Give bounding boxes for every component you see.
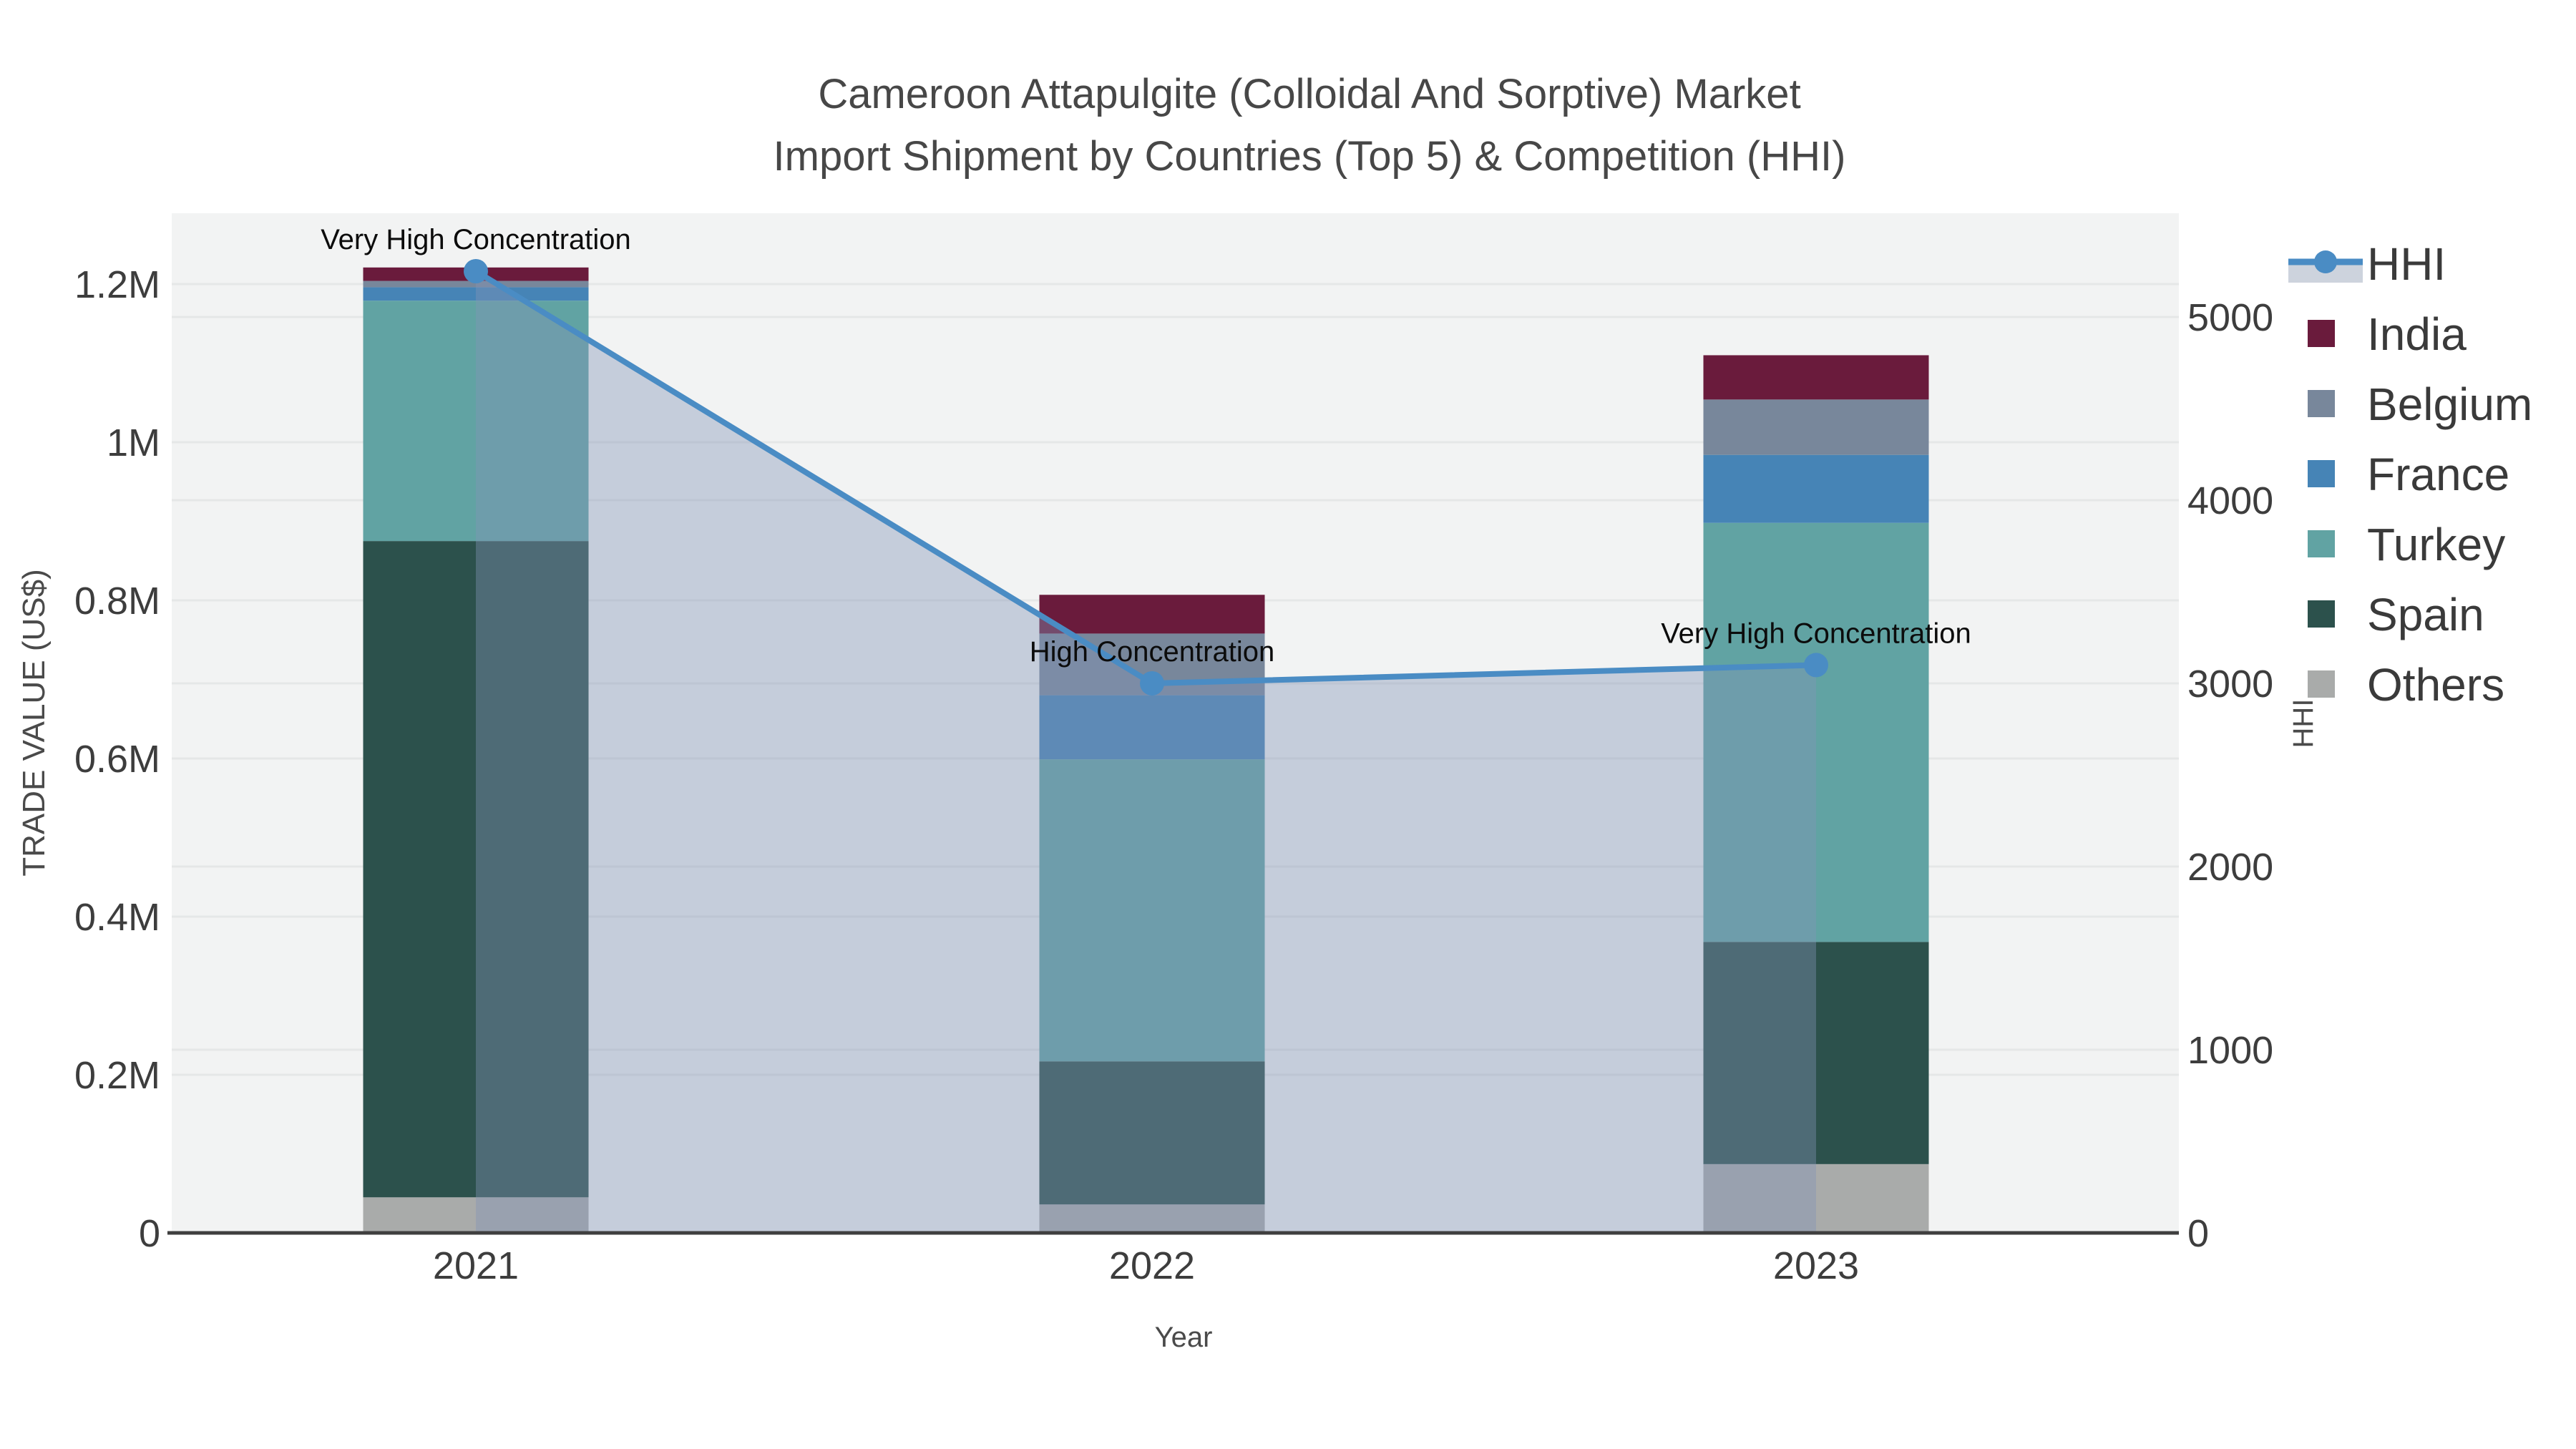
y-left-tick-label: 1.2M [74,263,160,306]
x-tick-label: 2021 [433,1244,519,1287]
x-tick-label: 2023 [1773,1244,1859,1287]
legend-item-india[interactable]: India [2308,308,2467,360]
legend-item-france[interactable]: France [2308,449,2509,500]
hhi-point-2021[interactable] [464,259,488,283]
bar-segment-turkey-2023[interactable] [1703,522,1929,942]
bar-segment-india-2022[interactable] [1039,595,1265,634]
legend-swatch-france [2308,460,2335,487]
y-left-tick-label: 0.8M [74,580,160,623]
y-left-axis-title: TRADE VALUE (US$) [16,569,52,877]
bar-segment-others-2022[interactable] [1039,1204,1265,1233]
bar-segment-turkey-2022[interactable] [1039,759,1265,1062]
x-axis-title: Year [1155,1322,1213,1353]
hhi-area-fill [476,271,1816,1233]
legend-swatch-spain [2308,600,2335,628]
legend-swatch-turkey [2308,530,2335,557]
hhi-point-2023[interactable] [1804,653,1828,678]
y-right-tick-label: 0 [2187,1212,2209,1255]
y-right-tick-label: 3000 [2187,663,2273,706]
bar-segment-india-2023[interactable] [1703,355,1929,400]
bar-segment-others-2021[interactable] [363,1197,589,1233]
bar-segment-spain-2023[interactable] [1703,942,1929,1164]
y-right-tick-label: 4000 [2187,479,2273,522]
chart-title-line1: Cameroon Attapulgite (Colloidal And Sorp… [818,71,1800,117]
legend-label: India [2367,308,2467,360]
bar-segment-france-2022[interactable] [1039,695,1265,760]
legend-item-turkey[interactable]: Turkey [2308,519,2505,570]
y-left-tick-label: 0.6M [74,738,160,781]
legend-item-belgium[interactable]: Belgium [2308,379,2532,430]
legend-label: Belgium [2367,379,2532,430]
y-left-tick-label: 0 [139,1212,160,1255]
legend-label: Spain [2367,589,2484,640]
annotation-2022: High Concentration [1030,636,1274,668]
legend-item-hhi[interactable]: HHI [2288,238,2446,290]
x-tick-label: 2022 [1109,1244,1195,1287]
bar-segment-turkey-2021[interactable] [363,301,589,542]
y-right-axis-title: HHI [2288,699,2319,748]
y-left-tick-label: 0.4M [74,896,160,939]
y-left-tick-label: 1M [107,421,160,464]
y-right-tick-label: 2000 [2187,846,2273,889]
bar-segment-france-2023[interactable] [1703,454,1929,523]
legend-swatch-belgium [2308,390,2335,417]
y-right-tick-label: 5000 [2187,296,2273,339]
legend-label: Turkey [2367,519,2505,570]
legend-swatch-others [2308,670,2335,698]
bar-segment-others-2023[interactable] [1703,1163,1929,1233]
bar-segment-spain-2021[interactable] [363,541,589,1198]
legend-item-others[interactable]: Others [2308,659,2504,711]
bar-series-group [363,267,1929,1233]
legend-item-spain[interactable]: Spain [2308,589,2484,640]
annotation-2023: Very High Concentration [1661,618,1971,649]
bar-segment-france-2021[interactable] [363,287,589,301]
y-left-tick-label: 0.2M [74,1054,160,1097]
bar-segment-belgium-2023[interactable] [1703,399,1929,455]
hhi-point-2022[interactable] [1140,671,1164,696]
y-right-tick-label: 1000 [2187,1029,2273,1072]
legend-label: HHI [2367,238,2446,290]
legend-swatch-india [2308,320,2335,347]
legend-label: Others [2367,659,2504,711]
legend: HHI India Belgium France Turkey Spain Others [2288,238,2532,711]
chart-title-line2: Import Shipment by Countries (Top 5) & C… [774,133,1846,180]
legend-label: France [2367,449,2509,500]
bar-segment-spain-2022[interactable] [1039,1061,1265,1205]
bar-segment-belgium-2021[interactable] [363,280,589,288]
legend-hhi-marker-dot [2314,250,2337,273]
annotation-2021: Very High Concentration [321,224,631,255]
